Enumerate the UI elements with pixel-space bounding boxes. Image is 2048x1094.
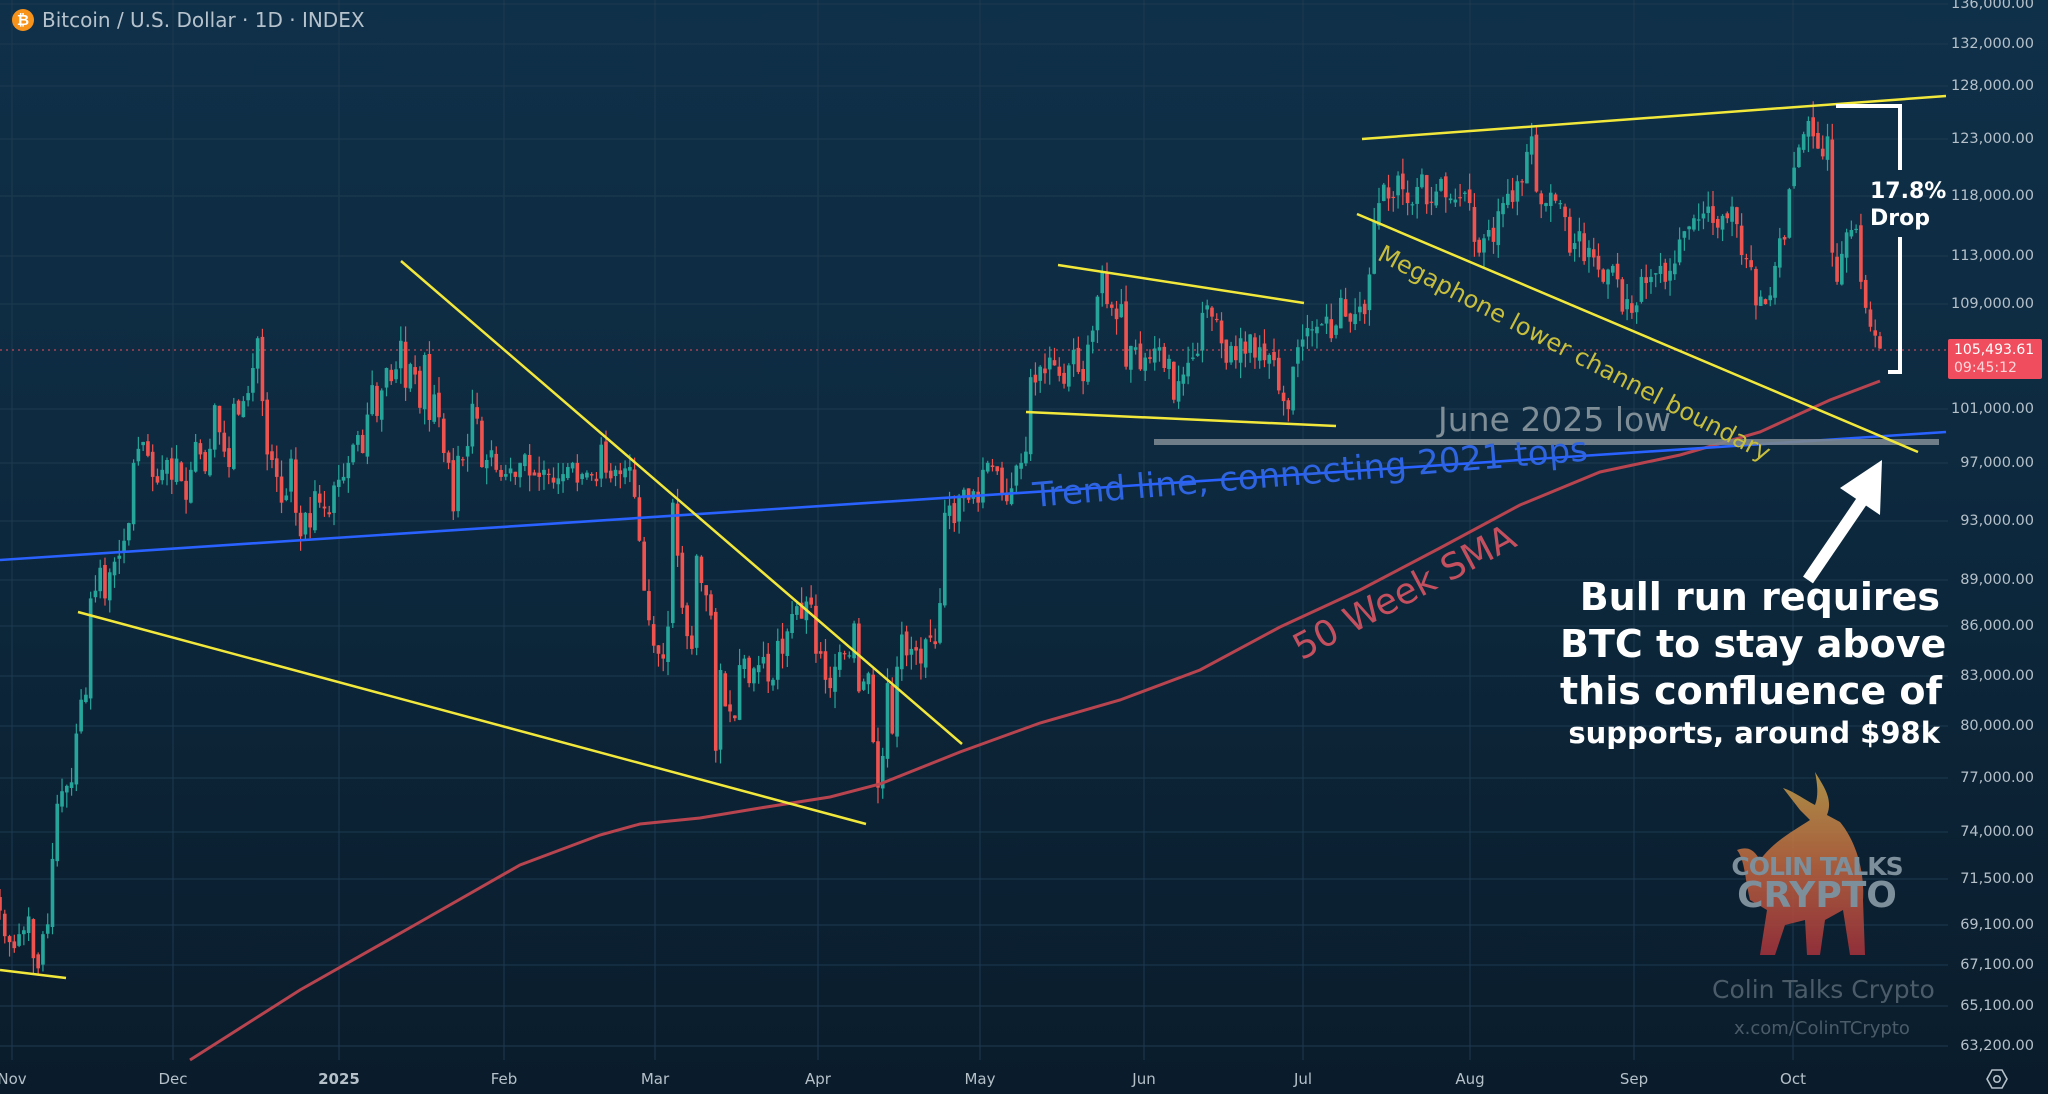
time-axis-label: Sep	[1619, 1070, 1649, 1088]
settings-icon[interactable]	[1986, 1068, 2008, 1090]
sma-50w-line	[189, 379, 1881, 1062]
drop-label: 17.8% Drop	[1870, 178, 1946, 232]
range-upper	[1057, 263, 1305, 305]
trend-line-2021-tops	[0, 430, 1947, 562]
price-axis-label: 101,000.00	[1950, 401, 2034, 417]
price-axis-label: 71,500.00	[1960, 871, 2034, 887]
megaphone-upper	[1361, 94, 1947, 141]
price-axis-label: 67,100.00	[1960, 957, 2034, 973]
drop-bracket	[1836, 104, 1902, 374]
price-axis-label: 136,000.00	[1950, 0, 2034, 12]
candlestick-series	[0, 101, 1882, 976]
bar-countdown: 09:45:12	[1954, 360, 2017, 376]
price-axis-label: 65,100.00	[1960, 998, 2034, 1014]
note-line-1: Bull run requires	[1579, 575, 1940, 619]
time-axis-label: Mar	[640, 1070, 670, 1088]
price-axis-label: 83,000.00	[1960, 668, 2034, 684]
price-axis-label: 80,000.00	[1960, 718, 2034, 734]
time-axis-label: Apr	[805, 1070, 831, 1088]
price-axis-label: 77,000.00	[1960, 770, 2034, 786]
price-axis-label: 123,000.00	[1950, 131, 2034, 147]
bull-run-note: Bull run requires BTC to stay above this…	[1560, 575, 1947, 750]
time-axis[interactable]: Nov Dec 2025 Feb Mar Apr May Jun Jul Aug Sep Oct	[0, 1064, 1950, 1094]
logo-line-2: CRYPTO	[1737, 875, 1897, 916]
june-2025-low-band	[1154, 439, 1939, 445]
watermark-url[interactable]: x.com/ColinTCrypto	[1734, 1018, 1910, 1039]
price-axis-label: 63,200.00	[1960, 1038, 2034, 1054]
bitcoin-icon: ₿	[12, 9, 34, 31]
time-axis-label: Dec	[158, 1070, 188, 1088]
megaphone-lower	[1356, 212, 1919, 454]
time-axis-label: Feb	[490, 1070, 518, 1088]
last-price: 105,493.61	[1954, 342, 2035, 358]
grid-lines	[0, 0, 1948, 1060]
time-axis-label: Oct	[1780, 1070, 1806, 1088]
drop-word: Drop	[1870, 206, 1930, 231]
time-axis-label: May	[964, 1070, 996, 1088]
time-axis-label: Aug	[1455, 1070, 1485, 1088]
yellow-pattern-lines	[0, 94, 1947, 980]
price-axis-label: 113,000.00	[1950, 248, 2034, 264]
price-axis-label: 93,000.00	[1960, 513, 2034, 529]
price-axis-label: 132,000.00	[1950, 36, 2034, 52]
price-axis-label: 86,000.00	[1960, 618, 2034, 634]
range-lower	[1025, 410, 1337, 428]
june-low-label: June 2025 low	[1438, 400, 1672, 439]
price-axis-label: 128,000.00	[1950, 78, 2034, 94]
price-axis-label: 69,100.00	[1960, 917, 2034, 933]
drop-percent: 17.8%	[1870, 179, 1947, 204]
time-axis-label: Jul	[1293, 1070, 1313, 1088]
bull-logo-icon	[1737, 772, 1865, 955]
price-axis-label: 109,000.00	[1950, 296, 2034, 312]
chart-header: ₿ Bitcoin / U.S. Dollar · 1D · INDEX	[12, 8, 365, 32]
falling-wedge-upper	[400, 260, 963, 745]
logo-wordmark: COLIN TALKS CRYPTO	[1722, 852, 1912, 916]
time-axis-label: 2025	[318, 1070, 360, 1088]
bottom-left-line	[0, 968, 67, 980]
last-price-badge: 105,493.61 09:45:12	[1948, 339, 2042, 379]
note-line-2: BTC to stay above	[1560, 622, 1947, 666]
arrow-up-icon	[1803, 460, 1882, 584]
falling-wedge-lower	[77, 610, 867, 826]
price-axis-label: 97,000.00	[1960, 455, 2034, 471]
watermark-name: Colin Talks Crypto	[1712, 975, 1935, 1004]
note-line-3: this confluence of	[1560, 669, 1942, 713]
time-axis-label: Jun	[1132, 1070, 1156, 1088]
price-axis-label: 89,000.00	[1960, 572, 2034, 588]
note-line-4: supports, around $98k	[1568, 716, 1940, 750]
time-axis-label: Nov	[0, 1070, 27, 1088]
logo-line-1: COLIN TALKS	[1731, 852, 1903, 881]
price-axis-label: 118,000.00	[1950, 188, 2034, 204]
price-axis-label: 74,000.00	[1960, 824, 2034, 840]
symbol-title[interactable]: Bitcoin / U.S. Dollar · 1D · INDEX	[42, 8, 365, 32]
